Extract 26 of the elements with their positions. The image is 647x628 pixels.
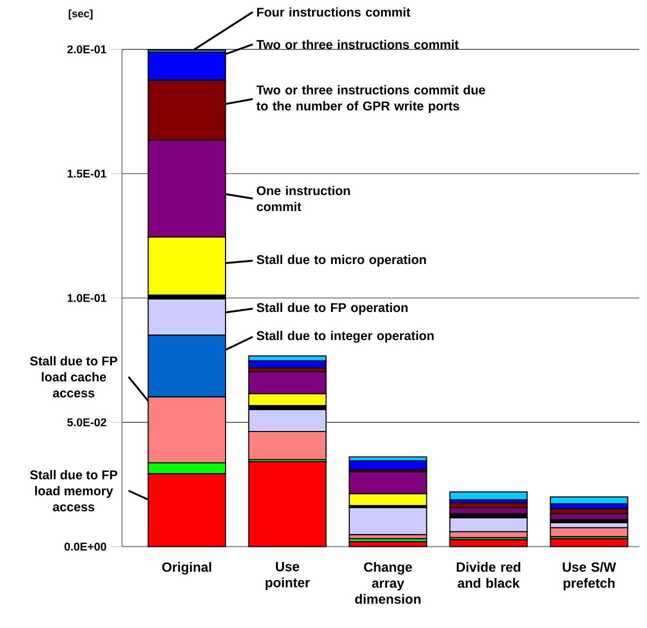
text: Stall due to integer operation	[256, 330, 434, 343]
bar	[248, 461, 327, 548]
y-tick-label: 5.0E-02	[67, 418, 106, 426]
legend-label: Stall due to FP operation	[256, 302, 408, 315]
y-tick-label: 1.0E-01	[68, 294, 106, 302]
bar	[348, 507, 428, 536]
x-tick-label: Use pointer	[266, 562, 310, 590]
bar	[348, 460, 428, 470]
legend-label: Two or three instructions commit due to the number of GPR write ports	[256, 85, 486, 113]
x-tick-label: Use S/W prefetch	[562, 562, 616, 590]
text: Four instructions commit	[257, 7, 410, 17]
bar	[449, 539, 528, 548]
legend-label: Stall due to micro operation	[256, 254, 426, 267]
text: Stall due to FP load cache access	[30, 356, 118, 398]
text: Two or three instructions commit	[256, 40, 459, 50]
x-tick-label: Divide red and black	[456, 562, 520, 588]
y-tick-label: 2.0E-01	[67, 45, 106, 54]
x-tick-label: Original	[162, 562, 212, 575]
y-tick-label: 1.5E-01	[68, 170, 106, 178]
text: Stall due to FP load memory access	[30, 470, 118, 512]
bar	[348, 541, 428, 548]
bar	[550, 538, 628, 548]
legend-label: One instruction commit	[256, 186, 350, 212]
x-tick-label: Change array dimension	[355, 562, 420, 604]
y-axis-title: [sec]	[68, 10, 92, 20]
y-tick-label: 0.0E+00	[64, 542, 106, 551]
